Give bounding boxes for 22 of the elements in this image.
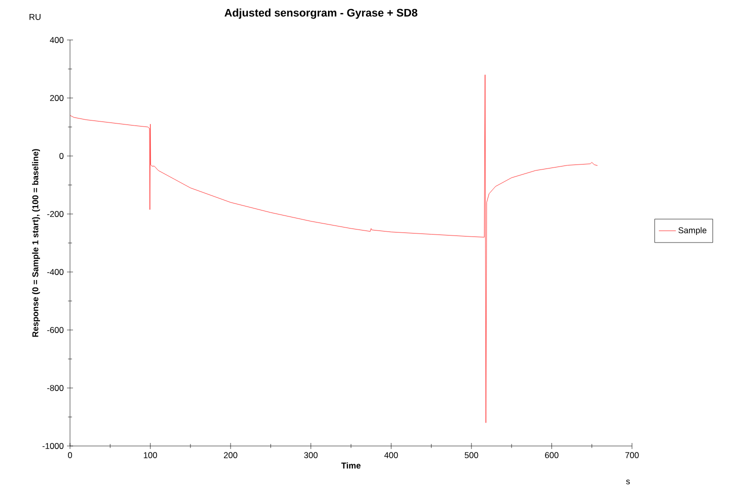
x-tick-label: 600 (545, 452, 558, 458)
y-tick-label: -600 (47, 326, 64, 333)
x-tick-label: 300 (304, 452, 318, 458)
x-tick-label: 400 (384, 452, 398, 458)
x-tick-label: 700 (625, 452, 639, 458)
x-axis-title: Time (341, 462, 361, 469)
chart-title: Adjusted sensorgram - Gyrase + SD8 (224, 8, 418, 19)
y-tick-label: 0 (59, 152, 64, 159)
y-tick-label: -400 (47, 268, 64, 275)
x-tick-label: 200 (224, 452, 238, 458)
y-tick-label: -200 (47, 210, 64, 217)
y-tick-label: 400 (50, 36, 64, 43)
y-tick-label: 200 (50, 94, 64, 101)
y-axis-title: Response (0 = Sample 1 start), (100 = baseline) (32, 149, 40, 337)
x-tick-label: 0 (68, 452, 72, 458)
x-tick-label: 500 (464, 452, 478, 458)
x-tick-label: 100 (144, 452, 158, 458)
text: RU (30, 14, 40, 20)
y-tick-label: -800 (47, 384, 64, 391)
text: s (626, 480, 630, 484)
legend-label: Sample (678, 227, 706, 235)
y-tick-label: -1000 (42, 442, 64, 449)
